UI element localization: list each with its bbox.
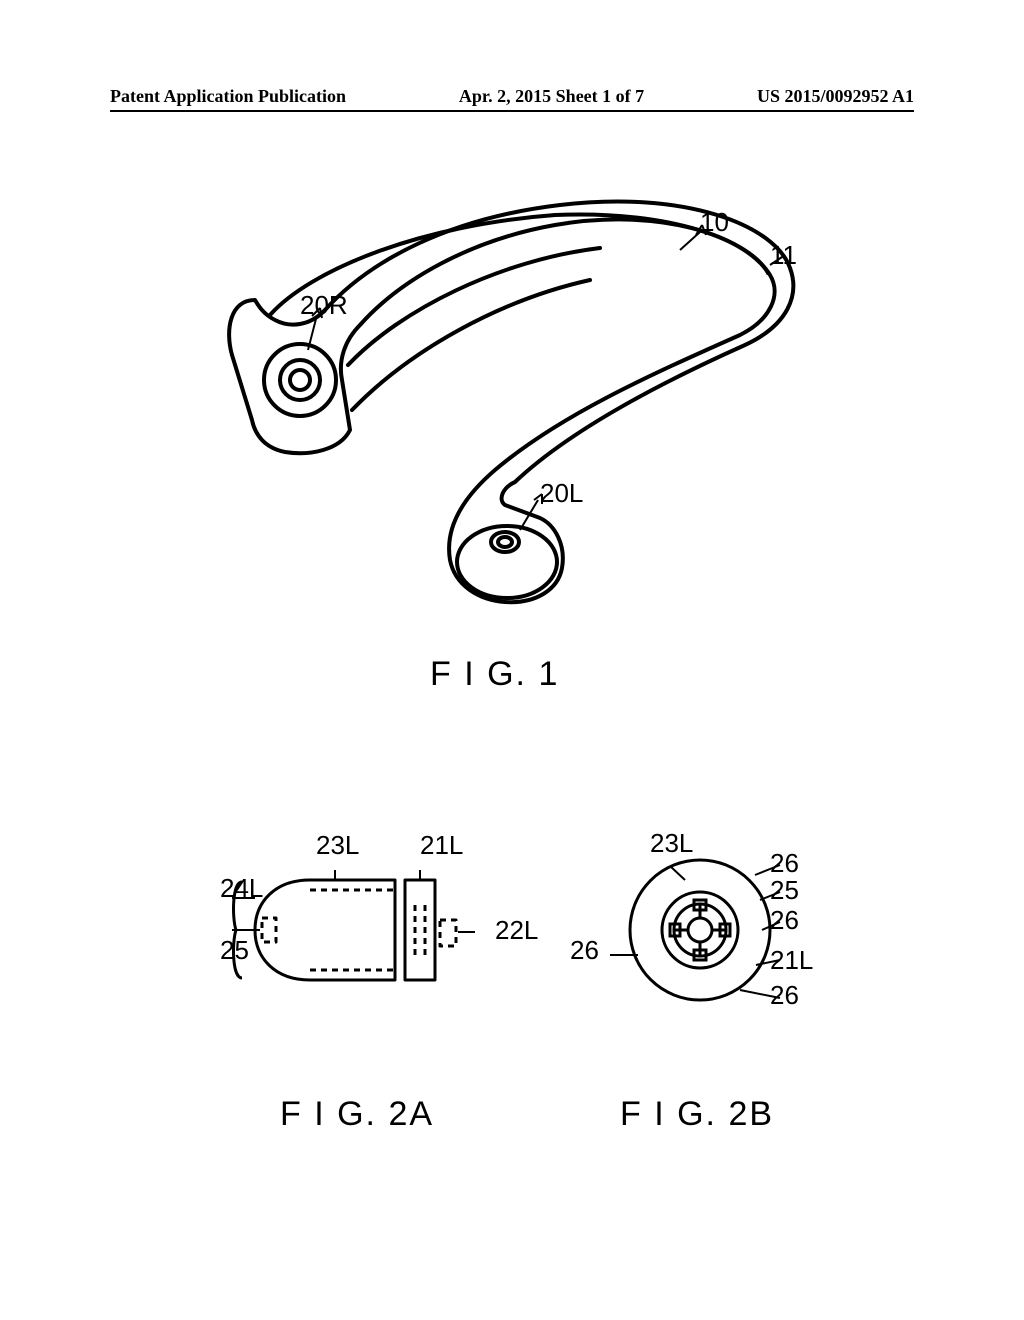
ref-2a-23L: 23L — [316, 830, 359, 861]
ref-2b-26b: 26 — [770, 905, 799, 936]
figure-1-svg — [0, 170, 1024, 690]
ref-2b-21L: 21L — [770, 945, 813, 976]
ref-2a-21L: 21L — [420, 830, 463, 861]
ref-2a-25: 25 — [220, 935, 249, 966]
header-right: US 2015/0092952 A1 — [757, 86, 914, 107]
figure-2-row — [0, 740, 1024, 1160]
header-center: Apr. 2, 2015 Sheet 1 of 7 — [459, 86, 644, 107]
figure-1 — [0, 170, 1024, 690]
header-rule — [110, 110, 914, 112]
ref-2b-26d: 26 — [570, 935, 599, 966]
figure-2-svg — [0, 740, 1024, 1160]
figure-2b-label: F I G. 2B — [620, 1095, 774, 1134]
ref-11: 11 — [770, 240, 797, 271]
ref-2a-22L: 22L — [495, 915, 538, 946]
ref-2b-26c: 26 — [770, 980, 799, 1011]
figure-1-label: F I G. 1 — [430, 655, 559, 694]
ref-2b-25: 25 — [770, 875, 799, 906]
figure-2a-label: F I G. 2A — [280, 1095, 434, 1134]
ref-2b-23L: 23L — [650, 828, 693, 859]
ref-2a-24L: 24L — [220, 873, 263, 904]
page: Patent Application Publication Apr. 2, 2… — [0, 0, 1024, 1320]
ref-20L: 20L — [540, 478, 583, 509]
ref-20R: 20R — [300, 290, 348, 321]
ref-10: 10 — [700, 207, 729, 238]
header-left: Patent Application Publication — [110, 86, 346, 107]
page-header: Patent Application Publication Apr. 2, 2… — [110, 86, 914, 107]
